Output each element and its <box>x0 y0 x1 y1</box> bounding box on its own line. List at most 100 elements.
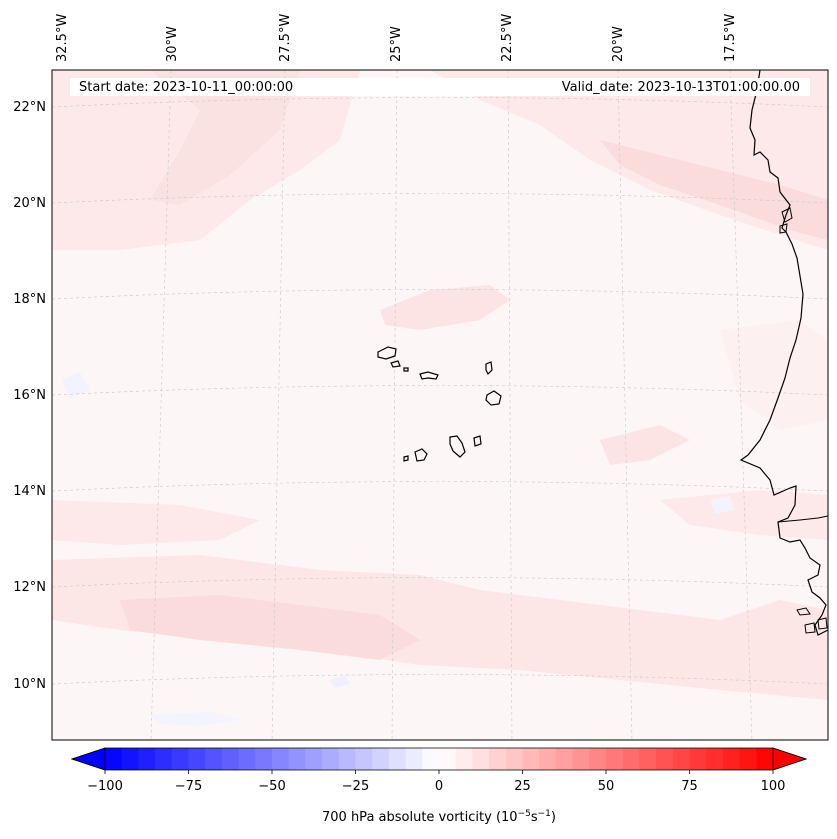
meridian-22-5w <box>507 70 513 740</box>
island-boa-vista <box>485 390 502 406</box>
colorbar-segment <box>288 748 306 770</box>
lat-label-10n: 10°N <box>13 677 46 692</box>
colorbar-segment <box>205 748 223 770</box>
lon-label-20w: 20°W <box>611 26 626 62</box>
colorbar-segment <box>572 748 590 770</box>
colorbar-segment <box>689 748 707 770</box>
island-sal <box>485 361 493 376</box>
colorbar-segment <box>338 748 356 770</box>
colorbar-tick-label: −100 <box>87 779 123 794</box>
lon-label-25w: 25°W <box>389 26 404 62</box>
map-frame <box>51 69 829 741</box>
colorbar-segment <box>422 748 440 770</box>
colorbar-extend-min <box>70 747 106 771</box>
island-brava <box>403 455 409 462</box>
parallel-12n <box>52 577 828 588</box>
colorbar-segment <box>439 748 457 770</box>
colorbar-segment <box>255 748 273 770</box>
lat-label-12n: 12°N <box>13 580 46 595</box>
lon-label-27-5w: 27.5°W <box>278 14 293 62</box>
colorbar-tick-label: −75 <box>175 779 202 794</box>
island-sao-nicolau <box>419 371 439 380</box>
colorbar-segment <box>322 748 340 770</box>
colorbar-segment <box>272 748 290 770</box>
colorbar-segment <box>756 748 774 770</box>
graticule <box>52 70 828 740</box>
colorbar-tick-label: 0 <box>435 779 443 794</box>
colorbar-segment <box>539 748 557 770</box>
lon-label-17-5w: 17.5°W <box>723 14 738 62</box>
banc-d-arguin-detail <box>779 207 793 234</box>
lat-label-16n: 16°N <box>13 388 46 403</box>
colorbar-segment <box>505 748 523 770</box>
colorbar-segment <box>105 748 123 770</box>
guinea-bissau-islands <box>796 607 828 634</box>
island-fogo <box>414 448 428 462</box>
parallel-22n <box>52 97 828 108</box>
colorbar-extend-max <box>772 747 808 771</box>
parallel-16n <box>52 385 828 396</box>
meridian-25w <box>391 70 398 740</box>
colorbar-segment <box>138 748 156 770</box>
island-santa-luzia <box>403 367 409 372</box>
header-strip <box>70 78 810 96</box>
colorbar-segment <box>355 748 373 770</box>
colorbar-segment <box>221 748 239 770</box>
latitude-labels: 22°N 20°N 18°N 16°N 14°N 12°N 10°N <box>13 100 46 692</box>
vorticity-shading <box>52 70 828 726</box>
colorbar-segment <box>739 748 757 770</box>
colorbar-segment <box>656 748 674 770</box>
island-santo-antao <box>377 346 397 360</box>
colorbar-segment <box>722 748 740 770</box>
colorbar-tick-label: 75 <box>681 779 698 794</box>
island-santiago <box>449 435 466 458</box>
colorbar-segment <box>305 748 323 770</box>
colorbar-segments <box>105 748 774 770</box>
start-date-label: Start date: 2023-10-11_00:00:00 <box>79 80 293 95</box>
colorbar-tick-label: 50 <box>598 779 615 794</box>
colorbar-label-exponent-1: −5 <box>518 809 531 819</box>
meridian-20w <box>617 70 633 740</box>
colorbar-tick-label: −25 <box>342 779 369 794</box>
lon-label-30w: 30°W <box>165 26 180 62</box>
lon-label-32-5w: 32.5°W <box>55 14 70 62</box>
colorbar-label: 700 hPa absolute vorticity (10−5s−1) <box>322 809 556 825</box>
colorbar-segment <box>171 748 189 770</box>
colorbar-segment <box>706 748 724 770</box>
colorbar-segment <box>188 748 206 770</box>
colorbar-tick-label: 25 <box>514 779 531 794</box>
colorbar-segment <box>606 748 624 770</box>
lat-label-18n: 18°N <box>13 292 46 307</box>
africa-coastline <box>739 70 828 636</box>
colorbar-segment <box>238 748 256 770</box>
colorbar-segment <box>405 748 423 770</box>
colorbar-tick-label: 100 <box>761 779 786 794</box>
colorbar-label-exponent-2: −1 <box>538 809 551 819</box>
parallel-20n <box>52 193 828 204</box>
cape-verde-islands <box>377 346 502 462</box>
parallel-10n <box>52 674 828 685</box>
valid-date-label: Valid_date: 2023-10-13T01:00:00.00 <box>562 80 800 95</box>
parallel-18n <box>52 289 828 300</box>
island-maio <box>473 435 482 447</box>
colorbar-segment <box>155 748 173 770</box>
colorbar-segment <box>555 748 573 770</box>
colorbar-ticks: −100 −75 −50 −25 0 25 50 75 100 <box>87 770 785 794</box>
lon-label-22-5w: 22.5°W <box>500 14 515 62</box>
island-sao-vicente <box>390 360 401 368</box>
colorbar-segment <box>639 748 657 770</box>
parallel-14n <box>52 481 828 492</box>
lat-label-20n: 20°N <box>13 196 46 211</box>
lat-label-22n: 22°N <box>13 100 46 115</box>
longitude-labels: 32.5°W 30°W 27.5°W 25°W 22.5°W 20°W 17.5… <box>55 14 738 62</box>
meridian-17-5w <box>729 70 753 740</box>
colorbar-segment <box>455 748 473 770</box>
colorbar-segment <box>672 748 690 770</box>
lat-label-14n: 14°N <box>13 484 46 499</box>
colorbar: −100 −75 −50 −25 0 25 50 75 100 700 hPa absolute… <box>70 747 808 825</box>
colorbar-segment <box>589 748 607 770</box>
meridian-27-5w <box>271 70 286 740</box>
map-panel <box>52 70 828 740</box>
colorbar-segment <box>522 748 540 770</box>
